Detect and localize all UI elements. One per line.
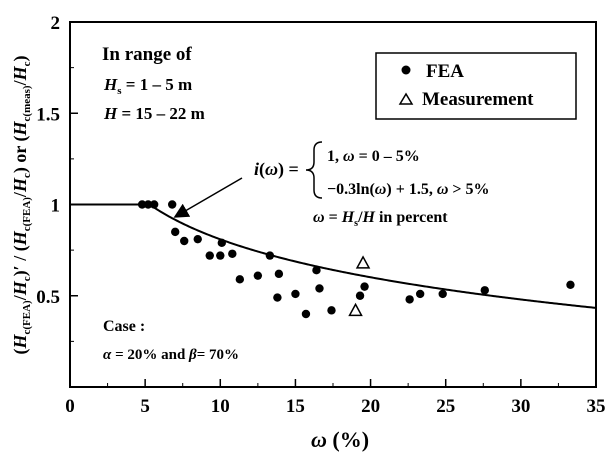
fea-point <box>315 284 324 293</box>
y-tick-label: 1 <box>51 196 61 217</box>
fea-point <box>480 286 489 295</box>
legend-measurement-marker <box>398 92 414 105</box>
fea-point <box>235 275 245 284</box>
fea-point <box>273 293 282 302</box>
fea-point <box>327 306 336 315</box>
fea-point <box>171 227 180 237</box>
formula-brace <box>305 141 323 199</box>
measurement-points <box>348 255 371 317</box>
y-tick-label: 1.5 <box>36 104 60 125</box>
y-tick-label: 2 <box>51 13 61 34</box>
fea-point <box>167 200 177 209</box>
x-tick-label: 20 <box>361 396 380 417</box>
x-tick-label: 25 <box>436 396 455 417</box>
legend-box <box>375 52 577 120</box>
annotation-arrow <box>173 177 243 218</box>
x-tick-label: 15 <box>286 396 305 417</box>
x-tick-label: 30 <box>511 396 530 417</box>
fea-point <box>312 266 321 275</box>
y-axis-ticks: 0.5 1 1.5 2 <box>36 13 78 342</box>
fea-point <box>137 200 147 209</box>
fea-point <box>415 289 425 299</box>
fit-curve-line <box>70 201 597 309</box>
formula-case-1: 1, ω = 0 – 5% <box>327 148 420 165</box>
x-tick-label: 35 <box>587 396 606 417</box>
fea-point <box>291 289 300 299</box>
y-axis-label: (Hc(FEA)/Hc)′ / (Hc(FEA)/Hc) or (Hc(meas… <box>10 55 33 354</box>
fea-points <box>137 200 575 319</box>
legend-fea-label: FEA <box>426 61 464 82</box>
x-axis-label: ω (%) <box>311 427 369 452</box>
fea-point <box>180 236 189 246</box>
x-tick-label: 10 <box>211 396 230 417</box>
case-params: α = 20% and β= 70% <box>103 347 239 363</box>
fea-point <box>228 249 237 258</box>
y-tick-label: 0.5 <box>36 287 60 308</box>
measurement-point <box>348 302 363 317</box>
fea-point <box>566 280 575 289</box>
legend: FEA Measurement <box>375 52 577 120</box>
fea-point <box>253 271 263 280</box>
fea-point <box>205 251 214 260</box>
fea-point <box>360 282 369 291</box>
x-tick-label: 0 <box>65 396 75 417</box>
formula-case-2: −0.3ln(ω) + 1.5, ω > 5% <box>327 181 490 198</box>
case-title: Case : <box>103 318 145 335</box>
range-title: In range of <box>102 44 192 65</box>
formula-lhs: i(ω) = <box>254 159 299 180</box>
fea-point <box>217 238 226 248</box>
fea-point <box>216 251 225 260</box>
x-axis-ticks: 0 5 10 15 20 25 30 35 <box>65 379 606 417</box>
fea-point <box>355 291 365 300</box>
omega-definition: ω = Hs/H in percent <box>313 209 448 229</box>
fea-point <box>438 289 447 299</box>
legend-measurement-label: Measurement <box>422 89 534 110</box>
fea-point <box>265 251 275 260</box>
legend-fea-marker <box>401 65 411 75</box>
measurement-point <box>355 255 371 269</box>
fea-point <box>193 234 202 244</box>
fea-point <box>274 269 284 279</box>
h-range-text: H = 15 – 22 m <box>103 104 205 123</box>
x-tick-label: 5 <box>140 396 150 417</box>
fea-point <box>405 295 414 304</box>
fea-point <box>301 309 311 319</box>
hs-range-text: Hs = 1 – 5 m <box>103 75 192 97</box>
fea-point <box>149 200 159 209</box>
fea-point <box>143 200 153 209</box>
